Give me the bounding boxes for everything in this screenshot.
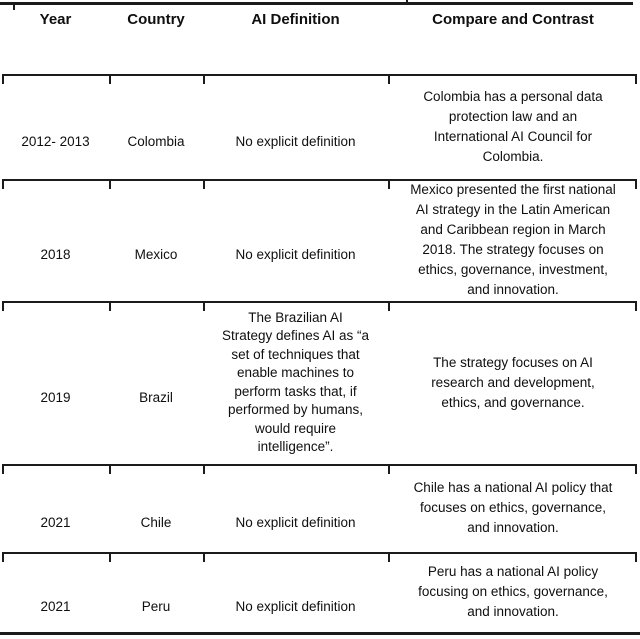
column-tick xyxy=(2,179,4,189)
ai-definition-cell: No explicit definition xyxy=(235,515,356,530)
year-cell: 2021 xyxy=(40,515,71,530)
country-cell: Mexico xyxy=(134,247,178,262)
column-header-compare: Compare and Contrast xyxy=(432,11,594,28)
column-tick xyxy=(109,552,111,562)
ai-definition-cell: The Brazilian AI Strategy defines AI as … xyxy=(221,309,370,455)
ai-definition-cell: No explicit definition xyxy=(235,133,356,149)
column-tick xyxy=(635,464,637,474)
column-tick xyxy=(109,179,111,189)
year-cell: 2012- 2013 xyxy=(21,133,90,149)
column-tick xyxy=(388,464,390,474)
column-header-ai-definition: AI Definition xyxy=(251,11,340,28)
column-tick xyxy=(2,74,4,84)
column-tick xyxy=(109,301,111,311)
country-cell: Peru xyxy=(141,599,171,614)
column-header-year: Year xyxy=(39,11,72,28)
top-border-tick xyxy=(406,0,408,5)
column-tick xyxy=(109,464,111,474)
column-tick xyxy=(203,464,205,474)
column-tick xyxy=(388,179,390,189)
column-tick xyxy=(2,301,4,311)
row-separator xyxy=(2,74,637,76)
country-cell: Colombia xyxy=(127,133,185,149)
compare-cell: Colombia has a personal data protection … xyxy=(423,88,603,164)
compare-cell: Peru has a national AI policy focusing o… xyxy=(418,564,608,619)
country-cell: Chile xyxy=(140,515,172,530)
column-tick xyxy=(109,74,111,84)
country-cell: Brazil xyxy=(139,389,173,405)
year-cell: 2021 xyxy=(40,599,71,614)
row-separator xyxy=(2,301,637,303)
top-border-tick xyxy=(13,3,15,10)
compare-cell: Chile has a national AI policy that focu… xyxy=(413,480,613,535)
column-tick xyxy=(203,552,205,562)
row-separator xyxy=(2,464,637,466)
ai-definition-cell: No explicit definition xyxy=(235,247,356,262)
column-tick xyxy=(388,301,390,311)
column-tick xyxy=(388,552,390,562)
column-tick xyxy=(635,74,637,84)
row-separator xyxy=(2,179,637,181)
column-tick xyxy=(388,74,390,84)
column-tick xyxy=(635,179,637,189)
column-tick xyxy=(635,552,637,562)
column-header-country: Country xyxy=(127,11,185,28)
year-cell: 2019 xyxy=(40,389,71,405)
table-bottom-border xyxy=(0,632,640,635)
ai-strategy-table: Year Country AI Definition Compare and C… xyxy=(2,2,638,632)
ai-definition-cell: No explicit definition xyxy=(235,599,356,614)
column-tick xyxy=(2,552,4,562)
column-tick xyxy=(635,301,637,311)
table-top-border xyxy=(0,2,633,5)
compare-cell: Mexico presented the first national AI s… xyxy=(410,182,616,297)
column-tick xyxy=(203,74,205,84)
year-cell: 2018 xyxy=(40,247,71,262)
column-tick xyxy=(203,179,205,189)
column-tick xyxy=(203,301,205,311)
row-separator xyxy=(2,552,637,554)
compare-cell: The strategy focuses on AI research and … xyxy=(431,354,595,410)
column-tick xyxy=(2,464,4,474)
